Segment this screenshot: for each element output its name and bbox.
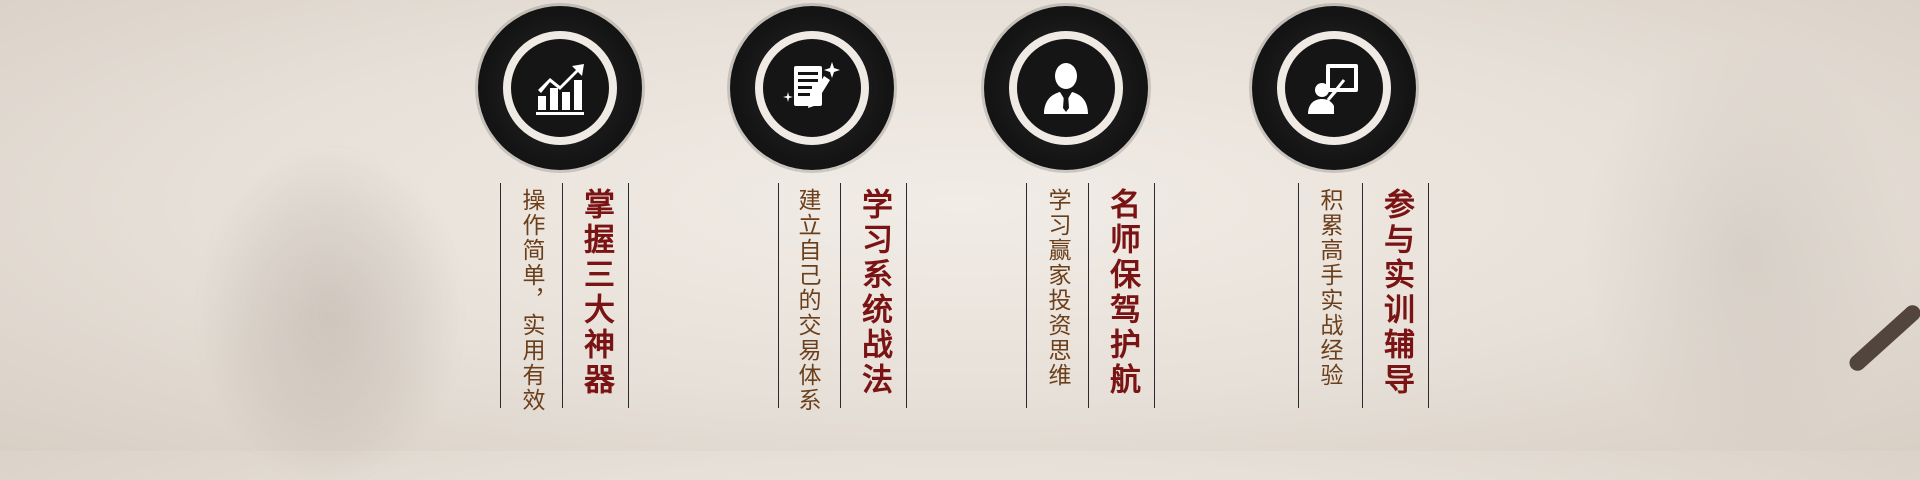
feature-subtitle: 建立自己的交易体系	[794, 188, 820, 413]
feature-badge	[984, 6, 1148, 170]
background-shade	[1580, 40, 1910, 460]
icon-ring	[755, 31, 869, 145]
document-pen-icon	[783, 62, 840, 108]
divider-line	[840, 183, 841, 408]
feature-badge	[478, 6, 642, 170]
divider-line	[1088, 183, 1089, 408]
divider-line	[1298, 183, 1299, 408]
icon-ring	[1009, 31, 1123, 145]
icon-ring	[1277, 31, 1391, 145]
feature-card-training: 积累高手实战经验 参与实训辅导	[1214, 0, 1454, 451]
divider-line	[500, 183, 501, 408]
divider-line	[1362, 183, 1363, 408]
feature-subtitle: 积累高手实战经验	[1316, 188, 1342, 388]
feature-title: 掌握三大神器	[578, 188, 614, 398]
feature-title: 名师保驾护航	[1104, 188, 1140, 398]
feature-subtitle: 学习赢家投资思维	[1044, 188, 1070, 388]
feature-title: 参与实训辅导	[1378, 188, 1414, 398]
background-ink-stain	[200, 150, 460, 480]
divider-line	[562, 183, 563, 408]
divider-line	[1154, 183, 1155, 408]
icon-ring	[503, 31, 617, 145]
divider-line	[1026, 183, 1027, 408]
feature-title: 学习系统战法	[856, 188, 892, 398]
feature-badge	[1252, 6, 1416, 170]
feature-card-tools: 操作简单，实用有效 掌握三大神器	[440, 0, 680, 451]
growth-chart-icon	[536, 64, 584, 115]
divider-line	[1428, 183, 1429, 408]
divider-line	[628, 183, 629, 408]
teacher-board-icon	[1308, 64, 1358, 114]
businessman-icon	[1044, 63, 1088, 114]
divider-line	[906, 183, 907, 408]
feature-card-mentor: 学习赢家投资思维 名师保驾护航	[946, 0, 1186, 451]
feature-badge	[730, 6, 894, 170]
feature-card-strategy: 建立自己的交易体系 学习系统战法	[692, 0, 932, 451]
divider-line	[778, 183, 779, 408]
feature-subtitle: 操作简单，实用有效	[518, 188, 544, 413]
